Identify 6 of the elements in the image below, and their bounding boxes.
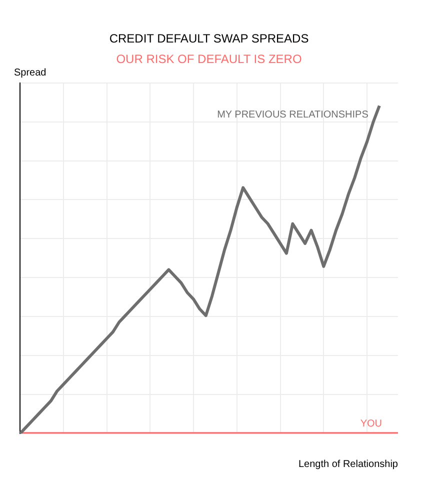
chart-subtitle: OUR RISK OF DEFAULT IS ZERO <box>116 52 302 66</box>
chart-title: CREDIT DEFAULT SWAP SPREADS <box>109 32 309 46</box>
x-axis-title: Length of Relationship <box>298 458 398 470</box>
series-label: YOU <box>360 418 382 430</box>
series-label: MY PREVIOUS RELATIONSHIPS <box>217 110 369 120</box>
y-axis-title: Spread <box>14 68 46 79</box>
